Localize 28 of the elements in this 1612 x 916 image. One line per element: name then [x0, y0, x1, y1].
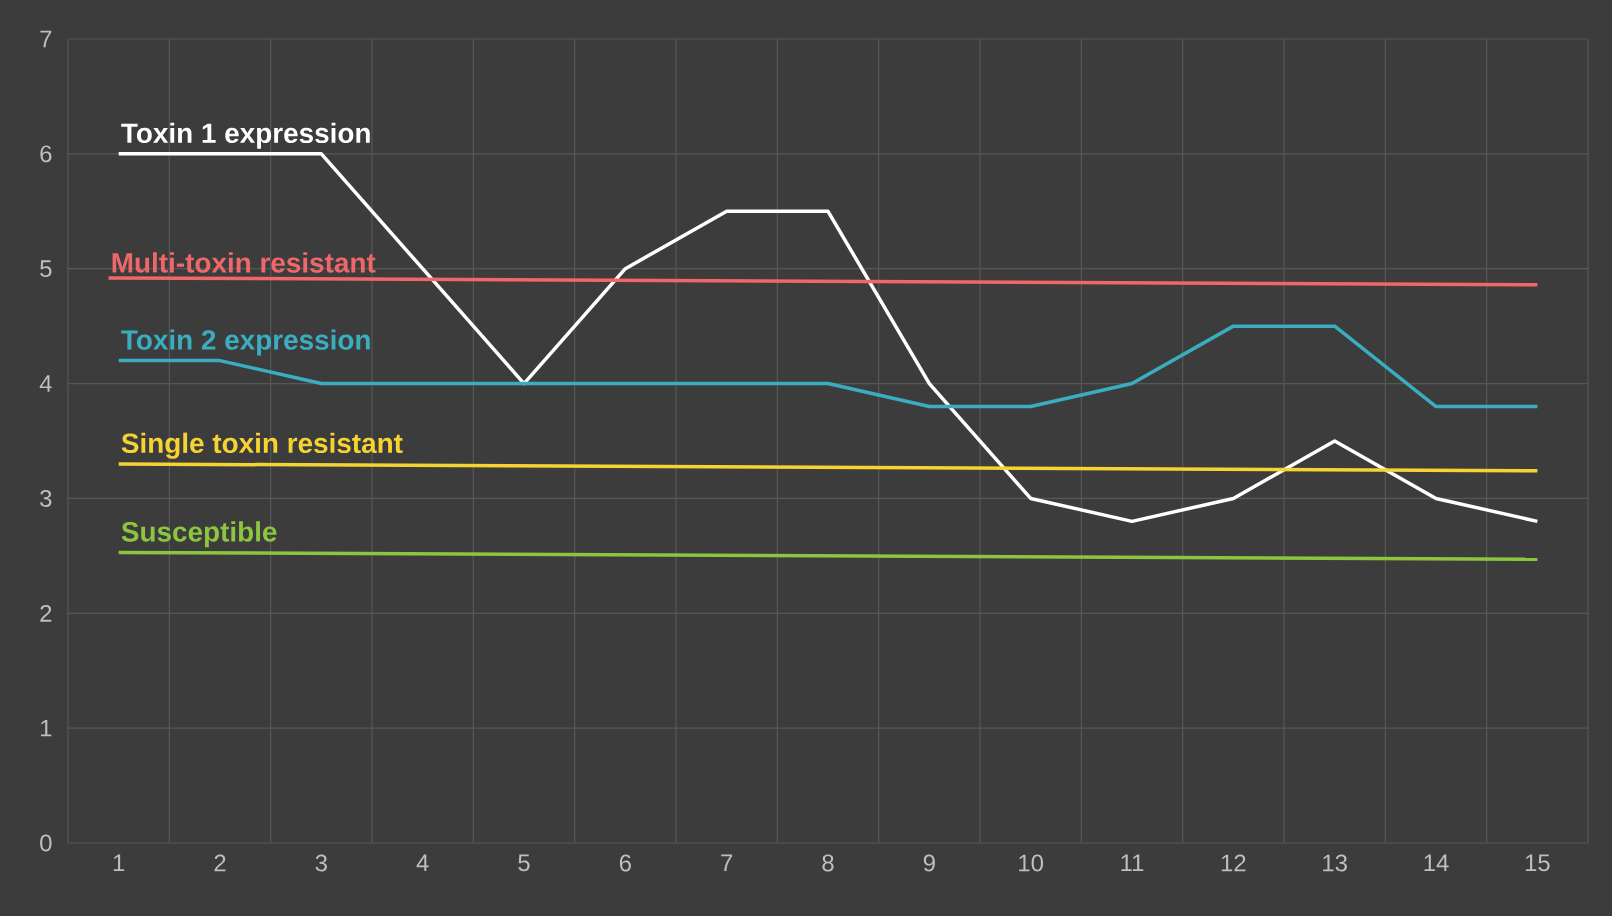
y-tick-label: 1	[41, 719, 52, 737]
x-tick-label: 2	[214, 854, 226, 872]
series-label: Susceptible	[121, 521, 277, 548]
y-tick-label: 6	[40, 145, 52, 163]
series-label: Toxin 1 expression	[121, 122, 370, 149]
series-label: Toxin 2 expression	[121, 329, 370, 356]
y-tick-label: 3	[40, 489, 52, 507]
x-tick-label: 10	[1019, 854, 1044, 872]
x-tick-label: 6	[619, 854, 631, 872]
x-tick-label: 7	[721, 854, 733, 871]
x-tick-label: 11	[1121, 854, 1144, 871]
x-tick-label: 9	[923, 854, 935, 872]
x-tick-label: 5	[518, 854, 530, 872]
x-tick-label: 3	[315, 854, 327, 872]
x-tick-label: 4	[416, 854, 429, 871]
x-tick-label: 12	[1221, 854, 1246, 872]
y-tick-label: 4	[39, 375, 52, 392]
x-tick-label: 8	[822, 854, 834, 872]
x-tick-label: 15	[1525, 854, 1550, 872]
series-label: Single toxin resistant	[121, 432, 403, 459]
y-tick-label: 7	[40, 30, 52, 48]
y-tick-label: 2	[40, 604, 52, 622]
y-tick-label: 5	[40, 260, 52, 278]
x-tick-label: 13	[1323, 854, 1347, 872]
x-tick-label: 14	[1424, 854, 1449, 871]
series-label: Multi-toxin resistant	[112, 252, 376, 273]
y-tick-label: 0	[40, 834, 52, 852]
x-tick-label: 1	[113, 854, 125, 871]
